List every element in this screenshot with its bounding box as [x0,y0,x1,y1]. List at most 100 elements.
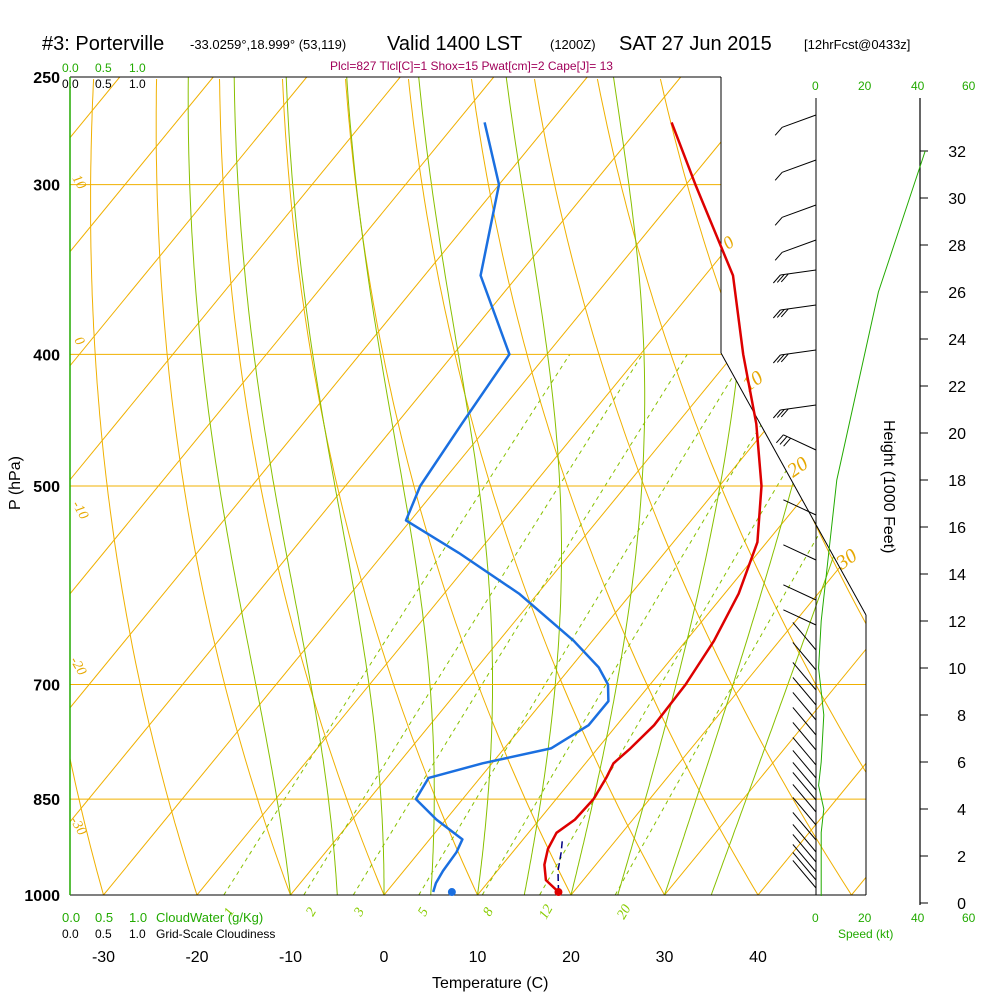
temperature-tick-label: 0 [380,949,389,966]
mixing-ratio-label-1: 2 [303,905,319,919]
parcel-trace [557,839,564,893]
isobars [70,76,866,896]
height-tick-label: 18 [948,473,966,490]
wind-barb-staff [783,544,817,561]
wind-barb-feather [780,308,789,318]
temperature-tick-label: 10 [469,949,487,966]
wind-barb-feather [780,353,789,363]
wind-barb-feather [780,273,789,283]
surface-dewpoint-dot [447,888,456,897]
wind-barb-feather [772,274,781,284]
mixing-ratio-label-4: 8 [480,905,496,919]
wind-barb-feather [774,216,783,226]
height-tick-label: 14 [948,567,966,584]
forecast-run: [12hrFcst@0433z] [804,37,910,52]
mixing-ratio-label-3: 5 [415,905,431,919]
top-green-tick-2: 1.0 [129,61,146,75]
pressure-tick-label: 1000 [24,888,60,905]
top-green-tick-1: 0.5 [95,61,112,75]
cloudiness-label: Grid-Scale Cloudiness [156,927,275,941]
pressure-tick-label: 500 [33,479,60,496]
mixing-ratio-labels: 1 2 3 5 8 12 20 [221,902,634,922]
height-tick-label: 6 [957,755,966,772]
moist-adiabat-line [710,77,866,895]
wind-barb-feather [779,436,788,445]
height-tick-label: 24 [948,332,966,349]
pressure-tick-label: 700 [33,678,60,695]
speed-axis-label: Speed (kt) [838,927,893,941]
top-black-tick-1: 0.5 [95,77,112,91]
mixing-ratio-line [614,354,866,895]
height-tick-label: 16 [948,520,966,537]
wind-barb-staff [783,434,817,451]
speed-bottom-tick-0: 0 [812,911,819,925]
mixing-ratio-line [223,354,571,895]
height-tick-label: 20 [948,426,966,443]
wind-barb-feather [772,354,781,364]
dry-adiabats [70,78,1000,895]
height-tick-label: 8 [957,708,966,725]
wind-barb-staff [792,692,817,721]
bottom-green-tick-2: 1.0 [129,910,147,925]
height-tick-label: 4 [957,802,966,819]
wind-barb-staff [792,622,817,651]
pressure-axis: 250 300 400 500 700 850 1000 [24,70,60,905]
height-tick-label: 10 [948,661,966,678]
wind-barb-feather [776,354,785,363]
wind-barb-feather [776,274,785,283]
wind-barb-staff [783,584,817,601]
wind-barb-staff [792,844,817,873]
surface-temperature-dot [554,888,563,897]
bottom-cloud-scale: 0.0 0.5 1.0 CloudWater (g/Kg) 0.0 0.5 1.… [62,910,275,941]
height-tick-label: 30 [948,191,966,208]
temperature-tick-label: 20 [562,949,580,966]
height-tick-label: 12 [948,614,966,631]
temperature-tick-label: -20 [185,949,208,966]
speed-bottom-tick-2: 40 [911,911,925,925]
moist-adiabat-line [187,77,291,895]
temperature-line [543,121,763,893]
isotherm-line [70,77,214,895]
isotherm-line [664,77,866,895]
dry-adiabat-line [282,78,478,895]
wind-barb-staff [792,707,817,736]
speed-bottom-tick-1: 20 [858,911,872,925]
wind-barb-staff [792,762,817,791]
top-cloud-scale: 0.0 0.5 1.0 0.0 0.5 1.0 [62,61,146,91]
station-title: #3: Porterville [42,33,164,55]
dry-adiabat-line [975,79,1000,895]
pressure-tick-label: 250 [33,70,60,87]
wind-barb-staff [783,609,817,626]
pressure-tick-label: 850 [33,792,60,809]
temperature-axis: -30 -20 -10 0 10 20 30 40 [92,949,767,966]
isotherm-line [70,77,401,895]
speed-axis: 0 20 40 60 0 20 40 60 Speed (kt) [812,79,976,941]
mixing-ratio-label-6: 20 [614,902,634,922]
moist-adiabat-line [570,77,646,895]
height-tick-label: 28 [948,238,966,255]
isotherm-line [851,77,866,895]
temperature-tick-label: -30 [92,949,115,966]
height-axis-label: Height (1000 Feet) [880,420,897,553]
wind-barb-staff [792,824,817,853]
wind-barb-staff [792,722,817,751]
wind-barb-staff [780,404,817,411]
isotherm-label-2: -10 [69,499,91,523]
dry-adiabat-line [596,78,866,895]
speed-top-tick-3: 60 [962,79,976,93]
wind-barbs [772,114,817,889]
temperature-tick-label: -10 [279,949,302,966]
wind-barb-staff [792,834,817,863]
wind-barb-staff [792,797,817,826]
wind-barb-staff [782,239,817,253]
wind-barb-staff [782,204,817,218]
mixing-ratio-label-2: 3 [351,905,368,919]
wind-barb-staff [792,852,817,881]
isotherm-label-0: 10 [69,173,89,193]
utc-time: (1200Z) [550,37,596,52]
bottom-black-tick-1: 0.5 [95,927,112,941]
wind-barb-staff [792,662,817,691]
cloudwater-label: CloudWater (g/Kg) [156,910,263,925]
mixing-ratio-line [303,354,643,895]
plot-frame [69,76,921,905]
